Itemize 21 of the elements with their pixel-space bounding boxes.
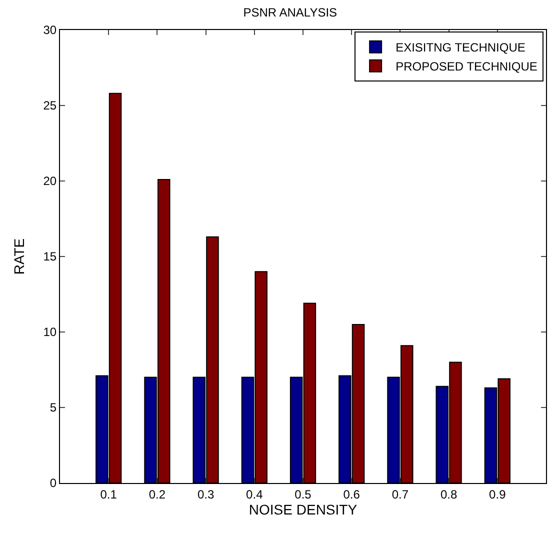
x-tick-label: 0.3 (197, 487, 214, 502)
x-tick-label: 0.7 (392, 487, 409, 502)
chart-title: PSNR ANALYSIS (243, 5, 338, 20)
y-axis-title: RATE (10, 238, 27, 275)
x-tick-label: 0.4 (246, 487, 264, 502)
x-tick-label: 0.9 (489, 487, 506, 502)
x-tick-label: 0.2 (148, 487, 166, 502)
y-tick-label: 15 (43, 250, 57, 264)
y-tick-label: 10 (43, 325, 57, 340)
y-tick-label: 25 (43, 98, 57, 113)
x-axis-title: NOISE DENSITY (248, 502, 358, 518)
y-tick-label: 20 (43, 174, 57, 188)
y-tick-label: 30 (43, 23, 57, 38)
legend-label: EXISITNG TECHNIQUE (396, 40, 526, 55)
x-tick-label: 0.5 (294, 487, 312, 502)
x-tick-label: 0.6 (343, 487, 360, 502)
y-tick-label: 0 (50, 476, 57, 490)
y-tick-label: 5 (50, 400, 57, 415)
x-tick-label: 0.1 (100, 487, 118, 502)
legend-label: PROPOSED TECHNIQUE (396, 60, 538, 74)
x-tick-label: 0.8 (440, 487, 458, 502)
